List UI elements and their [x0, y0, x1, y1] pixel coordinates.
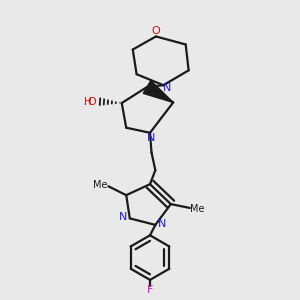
- Text: N: N: [146, 133, 155, 143]
- Text: N: N: [119, 212, 128, 223]
- Text: H: H: [84, 97, 92, 106]
- Text: Me: Me: [190, 204, 205, 214]
- Text: N: N: [158, 219, 166, 229]
- Text: F: F: [147, 285, 153, 295]
- Polygon shape: [143, 81, 173, 102]
- Text: O: O: [88, 97, 97, 106]
- Text: O: O: [152, 26, 160, 36]
- Text: Me: Me: [93, 180, 108, 190]
- Text: N: N: [163, 83, 171, 93]
